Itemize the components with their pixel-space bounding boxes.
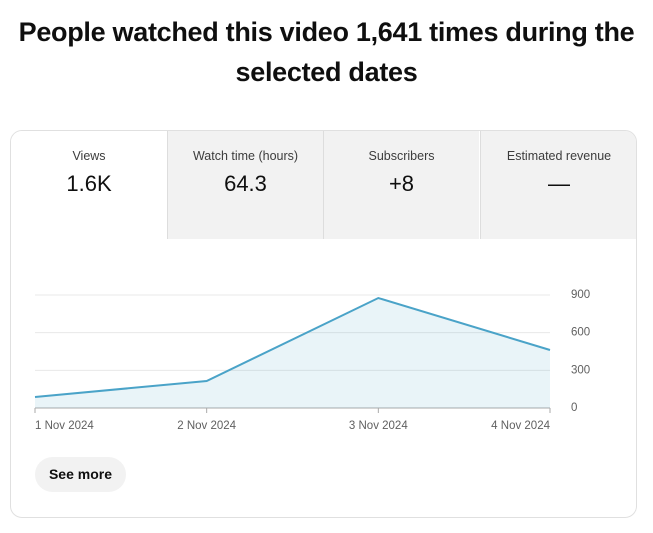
y-tick-label: 0	[571, 402, 577, 414]
y-tick-label: 900	[571, 289, 590, 301]
x-tick-label: 4 Nov 2024	[491, 420, 550, 432]
x-tick-label: 2 Nov 2024	[177, 420, 236, 432]
metric-tab[interactable]: Views 1.6K	[11, 131, 167, 239]
see-more-button[interactable]: See more	[35, 457, 126, 492]
x-tick-label: 1 Nov 2024	[35, 420, 94, 432]
area	[35, 298, 550, 408]
metric-value: 64.3	[224, 171, 267, 196]
metric-value: +8	[388, 171, 415, 196]
metrics-card: Views 1.6K Watch time (hours) 64.3 Subscri…	[10, 130, 637, 518]
metric-value: —	[548, 171, 570, 196]
line	[34, 296, 551, 398]
y-tick-label: 300	[571, 364, 590, 376]
metric-tab[interactable]: Subscribers +8	[323, 131, 479, 239]
y-tick-label: 600	[571, 327, 590, 339]
x-tick-label: 3 Nov 2024	[349, 420, 408, 432]
metric-label: Watch time (hours)	[192, 149, 299, 163]
metric-label: Estimated revenue	[506, 149, 612, 163]
page-title: People watched this video 1,641 times du…	[18, 17, 635, 87]
metric-label: Views	[72, 149, 106, 163]
metric-tab[interactable]: Watch time (hours) 64.3	[167, 131, 323, 239]
metric-label: Subscribers	[368, 149, 435, 163]
metric-value: 1.6K	[66, 171, 112, 196]
metric-tab[interactable]: Estimated revenue —	[480, 131, 636, 239]
